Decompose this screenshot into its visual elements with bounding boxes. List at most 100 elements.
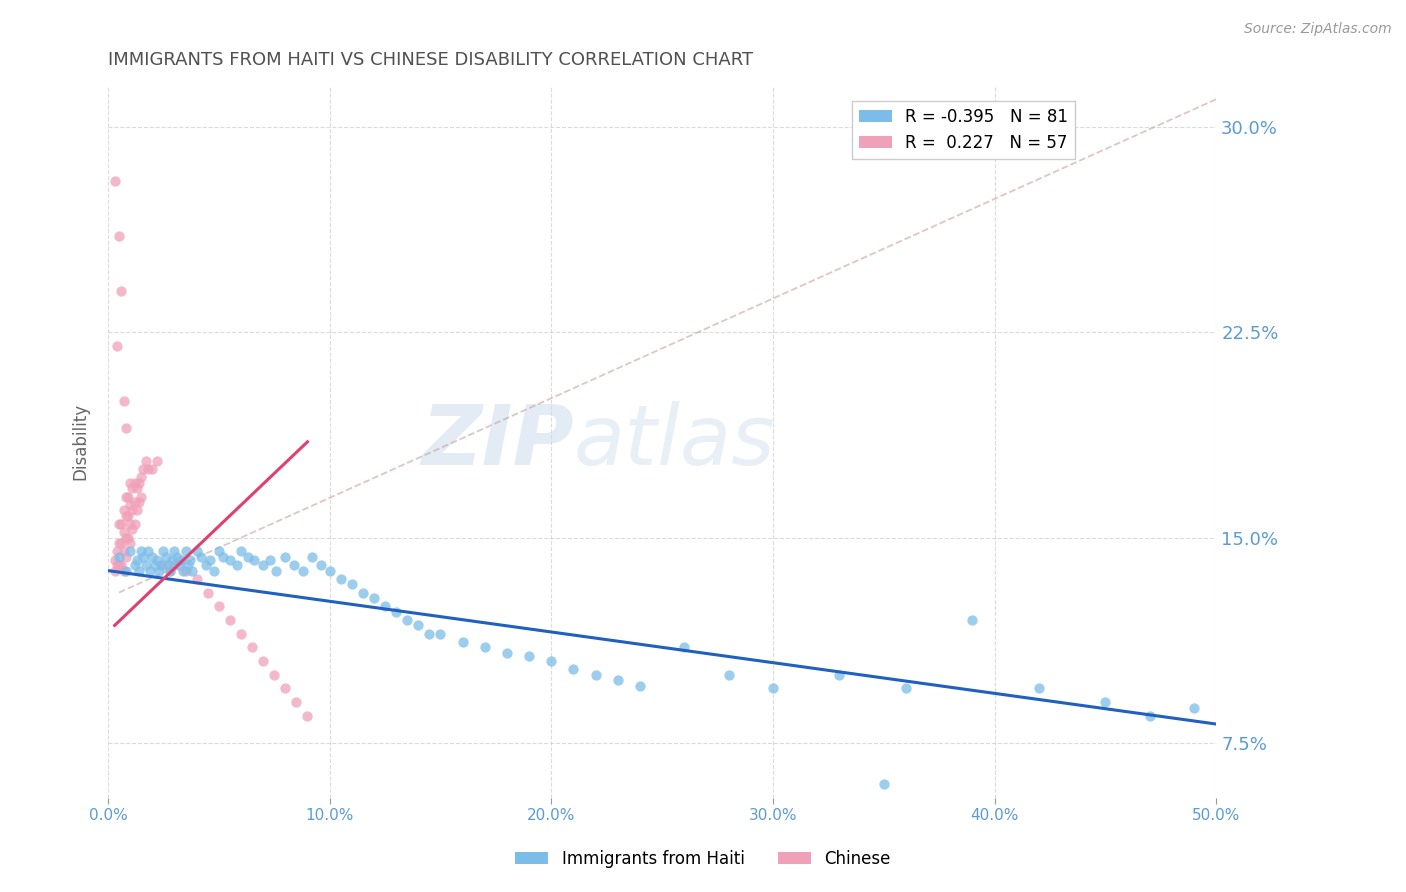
Point — [120, 475, 142, 490]
Point — [135, 558, 157, 573]
Point — [104, 564, 127, 578]
Point — [117, 490, 139, 504]
Text: atlas: atlas — [574, 401, 775, 483]
Point — [1028, 681, 1050, 696]
Point — [105, 544, 128, 558]
Point — [120, 516, 142, 531]
Point — [114, 508, 136, 523]
Point — [110, 536, 132, 550]
Point — [229, 544, 252, 558]
Point — [673, 640, 696, 655]
Point — [451, 635, 474, 649]
Text: ZIP: ZIP — [420, 401, 574, 483]
Point — [219, 613, 242, 627]
Point — [114, 531, 136, 545]
Point — [110, 558, 132, 573]
Point — [159, 564, 181, 578]
Point — [121, 523, 143, 537]
Point — [385, 605, 408, 619]
Point — [340, 577, 363, 591]
Point — [105, 558, 128, 573]
Point — [962, 613, 984, 627]
Point — [124, 558, 146, 573]
Point — [263, 667, 285, 681]
Legend: Immigrants from Haiti, Chinese: Immigrants from Haiti, Chinese — [509, 844, 897, 875]
Point — [329, 572, 352, 586]
Point — [125, 552, 148, 566]
Point — [120, 544, 142, 558]
Point — [108, 516, 131, 531]
Point — [202, 564, 225, 578]
Point — [190, 549, 212, 564]
Point — [150, 558, 173, 573]
Point — [163, 558, 186, 573]
Point — [585, 667, 607, 681]
Point — [186, 572, 208, 586]
Point — [1182, 700, 1205, 714]
Point — [274, 681, 297, 696]
Point — [167, 558, 190, 573]
Point — [114, 421, 136, 435]
Point — [166, 549, 188, 564]
Point — [143, 558, 166, 573]
Point — [429, 626, 451, 640]
Point — [120, 536, 142, 550]
Point — [128, 564, 150, 578]
Point — [374, 599, 396, 614]
Point — [159, 564, 181, 578]
Point — [197, 585, 219, 599]
Point — [236, 549, 259, 564]
Point — [145, 552, 167, 566]
Point — [396, 613, 419, 627]
Point — [252, 654, 274, 668]
Point — [124, 495, 146, 509]
Point — [301, 549, 323, 564]
Point — [208, 544, 231, 558]
Point — [108, 536, 131, 550]
Point — [274, 549, 297, 564]
Point — [240, 640, 263, 655]
Point — [170, 552, 193, 566]
Point — [114, 490, 136, 504]
Point — [266, 564, 288, 578]
Point — [163, 544, 186, 558]
Point — [225, 558, 247, 573]
Y-axis label: Disability: Disability — [72, 403, 89, 481]
Point — [285, 695, 308, 709]
Point — [194, 558, 217, 573]
Point — [136, 544, 159, 558]
Point — [108, 549, 131, 564]
Point — [112, 525, 135, 540]
Text: Source: ZipAtlas.com: Source: ZipAtlas.com — [1244, 22, 1392, 37]
Point — [243, 552, 266, 566]
Point — [121, 482, 143, 496]
Point — [229, 626, 252, 640]
Point — [219, 552, 242, 566]
Point — [148, 564, 170, 578]
Point — [474, 640, 496, 655]
Point — [108, 558, 131, 573]
Point — [762, 681, 785, 696]
Point — [141, 549, 163, 564]
Point — [252, 558, 274, 573]
Point — [717, 667, 740, 681]
Point — [104, 174, 127, 188]
Point — [208, 599, 231, 614]
Legend: R = -0.395   N = 81, R =  0.227   N = 57: R = -0.395 N = 81, R = 0.227 N = 57 — [852, 101, 1076, 159]
Point — [135, 454, 157, 468]
Point — [292, 564, 315, 578]
Point — [114, 549, 136, 564]
Point — [125, 503, 148, 517]
Point — [517, 648, 540, 663]
Point — [117, 508, 139, 523]
Point — [129, 544, 152, 558]
Point — [162, 552, 184, 566]
Point — [297, 709, 319, 723]
Point — [112, 544, 135, 558]
Point — [128, 495, 150, 509]
Point — [129, 490, 152, 504]
Point — [110, 516, 132, 531]
Point — [174, 564, 197, 578]
Point — [128, 475, 150, 490]
Point — [562, 662, 585, 676]
